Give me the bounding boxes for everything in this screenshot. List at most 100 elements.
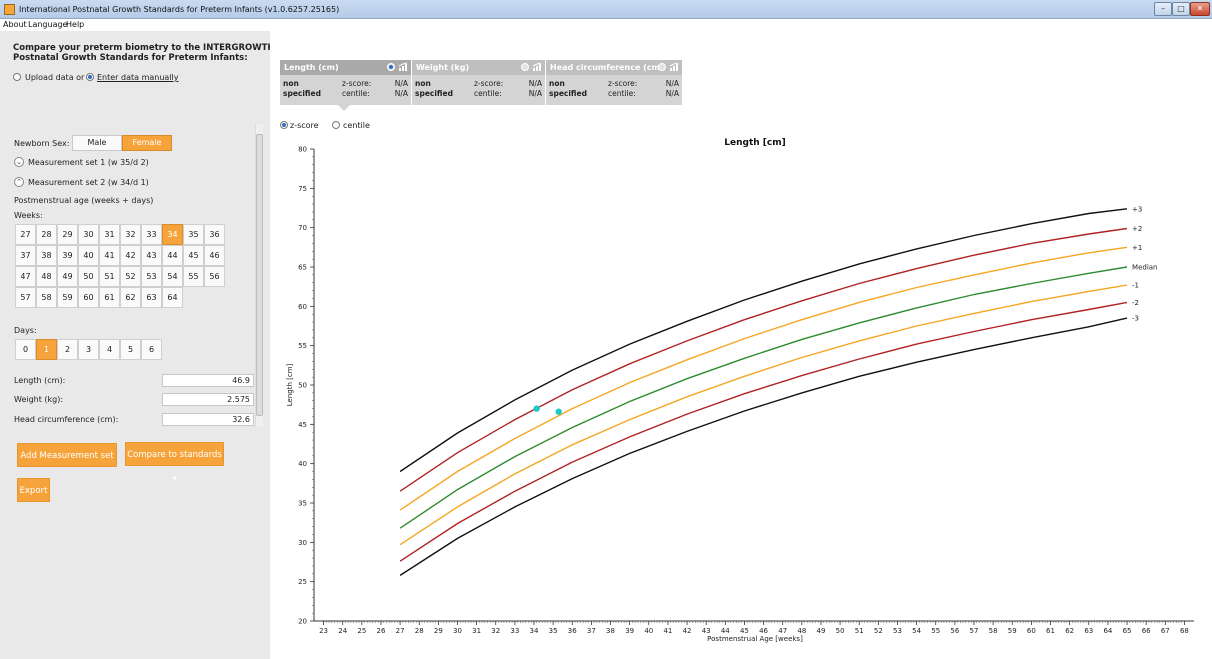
week-cell-49[interactable]: 49 [57,266,78,287]
day-cell-5[interactable]: 5 [120,339,141,360]
day-cell-3[interactable]: 3 [78,339,99,360]
x-tick-label: 58 [989,627,998,635]
week-cell-43[interactable]: 43 [141,245,162,266]
week-cell-45[interactable]: 45 [183,245,204,266]
measurement-point [533,405,540,412]
close-icon[interactable]: ✕ [1190,2,1210,16]
series-label: -3 [1132,315,1139,323]
sidebar-scroll-thumb[interactable] [256,134,263,416]
day-cell-1[interactable]: 1 [36,339,57,360]
upload-radio[interactable] [13,73,21,81]
week-cell-48[interactable]: 48 [36,266,57,287]
chevron-down-icon: ▾ [172,474,177,484]
week-cell-57[interactable]: 57 [15,287,36,308]
week-cell-52[interactable]: 52 [120,266,141,287]
week-cell-42[interactable]: 42 [120,245,141,266]
day-cell-6[interactable]: 6 [141,339,162,360]
week-cell-63[interactable]: 63 [141,287,162,308]
head-field[interactable]: 32.6 [162,413,254,426]
week-cell-60[interactable]: 60 [78,287,99,308]
series-line-Median [399,266,1128,529]
week-cell-44[interactable]: 44 [162,245,183,266]
week-cell-35[interactable]: 35 [183,224,204,245]
maximize-icon[interactable]: □ [1172,2,1190,16]
week-cell-51[interactable]: 51 [99,266,120,287]
week-cell-59[interactable]: 59 [57,287,78,308]
tab-head[interactable]: Head circumference (cm) non specified z-sco… [546,60,682,105]
x-tick-label: 51 [855,627,864,635]
day-cell-4[interactable]: 4 [99,339,120,360]
x-tick-label: 27 [396,627,405,635]
manual-label[interactable]: Enter data manually [97,73,179,82]
menu-about[interactable]: About [3,20,27,29]
tab-radio[interactable] [387,63,395,71]
week-cell-31[interactable]: 31 [99,224,120,245]
centile-radio[interactable] [332,121,340,129]
menu-help[interactable]: Help [66,20,85,29]
week-cell-37[interactable]: 37 [15,245,36,266]
tab-radio[interactable] [658,63,666,71]
sidebar-heading: Compare your preterm biometry to the INT… [13,42,295,53]
set2-label[interactable]: Measurement set 2 (w 34/d 1) [28,178,149,187]
week-cell-38[interactable]: 38 [36,245,57,266]
week-cell-53[interactable]: 53 [141,266,162,287]
set1-label[interactable]: Measurement set 1 (w 35/d 2) [28,158,149,167]
male-button[interactable]: Male [72,135,122,151]
week-cell-61[interactable]: 61 [99,287,120,308]
y-tick-label: 70 [298,224,307,232]
x-tick-label: 30 [453,627,462,635]
compare-button-label: Compare to standards [127,450,222,460]
week-cell-40[interactable]: 40 [78,245,99,266]
week-cell-50[interactable]: 50 [78,266,99,287]
y-tick-label: 80 [298,146,307,154]
week-cell-62[interactable]: 62 [120,287,141,308]
x-tick-label: 34 [530,627,539,635]
x-tick-label: 55 [931,627,940,635]
week-cell-32[interactable]: 32 [120,224,141,245]
series-line-+2 [399,227,1128,492]
tab-length[interactable]: Length (cm) non specified z-score: centile: N… [280,60,411,105]
week-cell-27[interactable]: 27 [15,224,36,245]
compare-button[interactable]: Compare to standards ▾ [125,442,224,484]
week-cell-46[interactable]: 46 [204,245,225,266]
week-cell-64[interactable]: 64 [162,287,183,308]
week-cell-41[interactable]: 41 [99,245,120,266]
week-cell-58[interactable]: 58 [36,287,57,308]
centile-key: centile: [474,89,502,98]
tab-weight[interactable]: Weight (kg) non specified z-score: centile: N… [412,60,545,105]
y-tick-label: 30 [298,539,307,547]
tab-radio[interactable] [521,63,529,71]
week-cell-33[interactable]: 33 [141,224,162,245]
series-label: -2 [1132,299,1139,307]
week-cell-28[interactable]: 28 [36,224,57,245]
minimize-icon[interactable]: – [1154,2,1172,16]
length-field[interactable]: 46.9 [162,374,254,387]
zscore-key: z-score: [608,79,638,88]
week-cell-36[interactable]: 36 [204,224,225,245]
week-cell-55[interactable]: 55 [183,266,204,287]
x-tick-label: 24 [338,627,347,635]
week-cell-47[interactable]: 47 [15,266,36,287]
week-cell-39[interactable]: 39 [57,245,78,266]
export-button[interactable]: Export [17,478,50,502]
length-chart: Length [cm] 23 24 25 26 27 28 29 30 31 32 33 34 35 36 3… [286,138,1194,643]
y-tick-label: 75 [298,185,307,193]
menu-language[interactable]: Language [28,20,68,29]
week-cell-29[interactable]: 29 [57,224,78,245]
week-cell-30[interactable]: 30 [78,224,99,245]
weight-field[interactable]: 2.575 [162,393,254,406]
week-cell-54[interactable]: 54 [162,266,183,287]
x-tick-label: 37 [587,627,596,635]
female-button[interactable]: Female [122,135,172,151]
day-cell-2[interactable]: 2 [57,339,78,360]
add-measurement-button[interactable]: Add Measurement set [17,443,117,467]
collapse-set2-icon[interactable]: ⌃ [14,177,24,187]
week-cell-34[interactable]: 34 [162,224,183,245]
expand-set1-icon[interactable]: ⌄ [14,157,24,167]
manual-radio[interactable] [86,73,94,81]
zscore-radio[interactable] [280,121,288,129]
head-label: Head circumference (cm): [14,415,119,424]
x-tick-label: 64 [1103,627,1112,635]
day-cell-0[interactable]: 0 [15,339,36,360]
week-cell-56[interactable]: 56 [204,266,225,287]
